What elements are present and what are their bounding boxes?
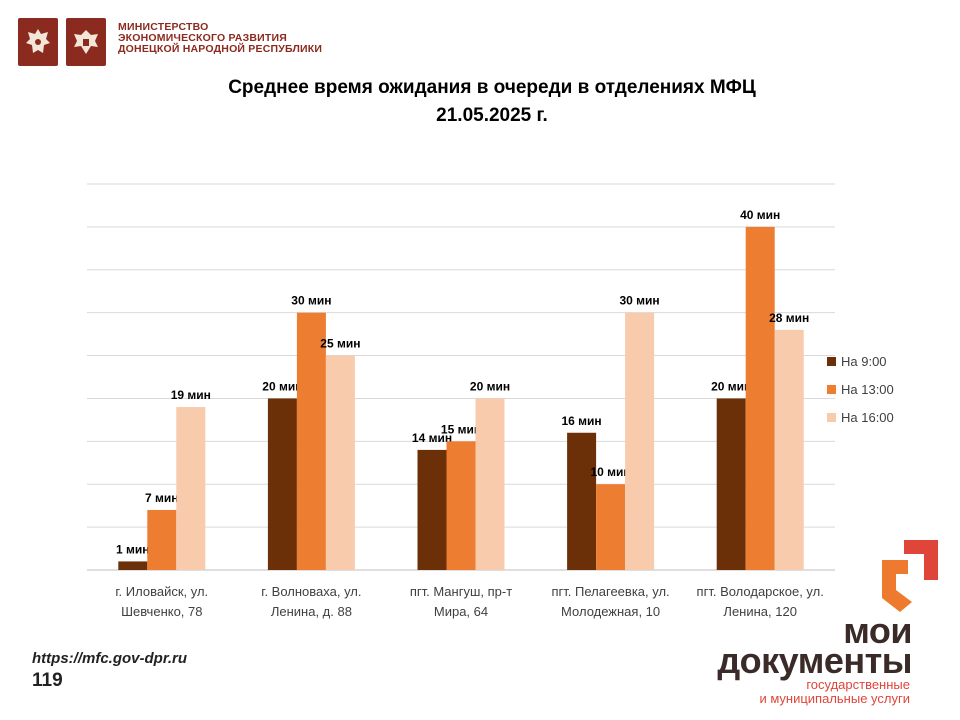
- bar: [596, 484, 626, 570]
- bar: [176, 407, 206, 570]
- bar: [267, 398, 297, 570]
- brand-name-line: мои: [843, 610, 912, 651]
- brand-subtitle: государственные и муниципальные услуги: [712, 678, 910, 706]
- legend-label: На 9:00: [841, 354, 887, 369]
- x-tick-label: Шевченко, 78: [121, 604, 202, 619]
- data-label: 1 мин: [116, 542, 150, 556]
- bar: [567, 432, 597, 570]
- brand-subtitle-line: государственные: [806, 677, 910, 692]
- bar: [296, 312, 326, 570]
- x-tick-label: Мира, 64: [434, 604, 488, 619]
- bar: [417, 449, 447, 570]
- bar: [475, 398, 505, 570]
- data-label: 30 мин: [620, 294, 660, 308]
- moi-dokumenty-logo-icon: [882, 540, 938, 612]
- bar: [446, 441, 476, 570]
- x-tick-label: пгт. Володарское, ул.: [697, 584, 824, 599]
- data-label: 10 мин: [591, 465, 631, 479]
- ministry-line: ЭКОНОМИЧЕСКОГО РАЗВИТИЯ: [118, 32, 288, 44]
- bar: [325, 355, 355, 570]
- x-tick-label: Ленина, 120: [723, 604, 797, 619]
- bar: [716, 398, 746, 570]
- bar: [118, 561, 148, 570]
- data-label: 16 мин: [562, 414, 602, 428]
- data-label: 40 мин: [740, 208, 780, 222]
- data-label: 19 мин: [171, 388, 211, 402]
- x-tick-label: пгт. Мангуш, пр-т: [410, 584, 512, 599]
- bar: [625, 312, 655, 570]
- data-label: 15 мин: [441, 422, 481, 436]
- dpr-emblem-icon: [66, 18, 106, 66]
- ministry-name: МИНИСТЕРСТВО ЭКОНОМИЧЕСКОГО РАЗВИТИЯ ДОН…: [118, 22, 322, 55]
- page-number: 119: [32, 670, 63, 691]
- x-tick-label: Ленина, д. 88: [271, 604, 352, 619]
- legend-swatch: [827, 385, 836, 394]
- bar: [147, 509, 177, 570]
- data-label: 25 мин: [320, 337, 360, 351]
- legend-label: На 16:00: [841, 410, 894, 425]
- chart-subtitle: 21.05.2025 г.: [436, 105, 548, 126]
- data-label: 28 мин: [769, 311, 809, 325]
- brand-subtitle-line: и муниципальные услуги: [759, 691, 910, 706]
- header: МИНИСТЕРСТВО ЭКОНОМИЧЕСКОГО РАЗВИТИЯ ДОН…: [18, 18, 322, 66]
- chart-title-block: Среднее время ожидания в очереди в отдел…: [0, 74, 960, 130]
- bar: [745, 226, 775, 570]
- legend-label: На 13:00: [841, 382, 894, 397]
- data-label: 20 мин: [262, 379, 302, 393]
- x-tick-label: Молодежная, 10: [561, 604, 660, 619]
- chart-title: Среднее время ожидания в очереди в отдел…: [228, 77, 756, 98]
- data-label: 20 мин: [470, 379, 510, 393]
- ministry-line: ДОНЕЦКОЙ НАРОДНОЙ РЕСПУБЛИКИ: [118, 43, 323, 55]
- data-label: 30 мин: [291, 294, 331, 308]
- bar: [774, 329, 804, 570]
- legend-swatch: [827, 357, 836, 366]
- russia-emblem-icon: [18, 18, 58, 66]
- legend-swatch: [827, 413, 836, 422]
- website-link[interactable]: https://mfc.gov-dpr.ru: [32, 650, 187, 667]
- brand-name-line: документы: [717, 640, 912, 681]
- x-tick-label: г. Волноваха, ул.: [261, 584, 361, 599]
- x-tick-label: г. Иловайск, ул.: [115, 584, 208, 599]
- ministry-line: МИНИСТЕРСТВО: [118, 21, 209, 33]
- brand-name: мои документы: [712, 610, 912, 681]
- x-tick-label: пгт. Пелагеевка, ул.: [552, 584, 670, 599]
- data-label: 20 мин: [711, 379, 751, 393]
- data-label: 14 мин: [412, 431, 452, 445]
- data-label: 7 мин: [145, 491, 179, 505]
